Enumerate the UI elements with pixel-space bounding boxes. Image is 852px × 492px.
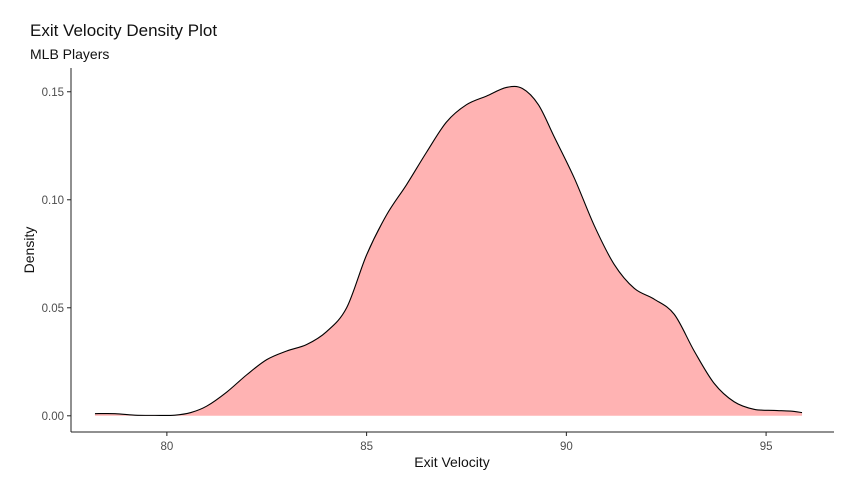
plot-area	[94, 85, 803, 416]
density-area	[94, 86, 803, 416]
chart-subtitle: MLB Players	[30, 46, 109, 62]
y-tick-label: 0.05	[42, 303, 64, 315]
y-tick-label: 0.15	[42, 87, 64, 99]
y-axis-title: Density	[21, 227, 37, 274]
x-tick-label: 90	[560, 441, 573, 453]
y-tick-label: 0.00	[42, 411, 64, 423]
density-line	[94, 85, 803, 416]
y-tick-label: 0.10	[42, 195, 64, 207]
x-axis-title: Exit Velocity	[414, 454, 489, 470]
chart-title: Exit Velocity Density Plot	[30, 21, 217, 40]
x-tick-label: 85	[360, 441, 373, 453]
x-tick-label: 80	[160, 441, 173, 453]
x-axis-ticks: 80 85 90 95	[160, 432, 772, 453]
y-axis-ticks: 0.00 0.05 0.10 0.15	[42, 87, 71, 423]
x-tick-label: 95	[760, 441, 773, 453]
